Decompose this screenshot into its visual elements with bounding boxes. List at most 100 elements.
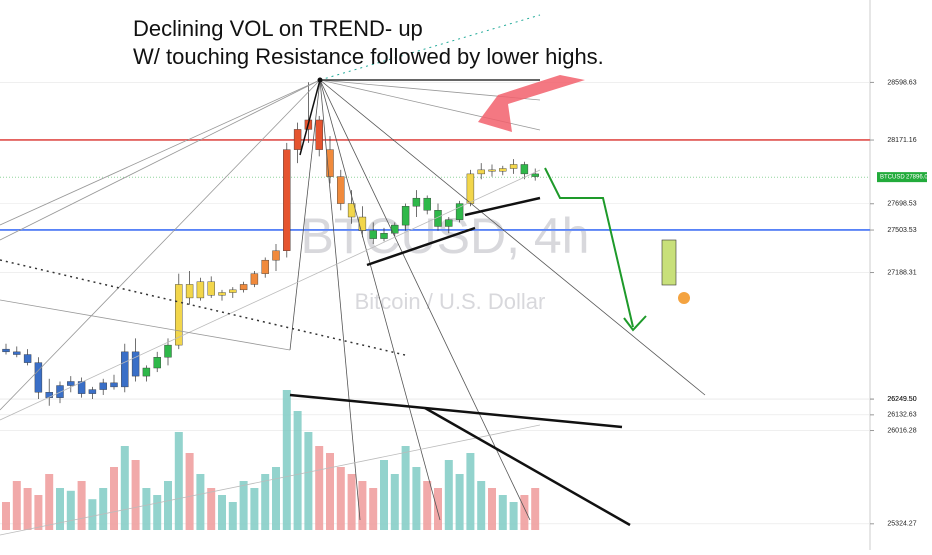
candle-body xyxy=(272,250,280,261)
volume-bar xyxy=(315,446,324,530)
candle-body xyxy=(34,362,43,393)
volume-bar xyxy=(358,481,367,530)
candle-body xyxy=(477,169,485,175)
candle-body xyxy=(153,357,161,369)
candle-body xyxy=(56,385,64,398)
candle-body xyxy=(401,206,410,226)
volume-bar xyxy=(326,453,334,530)
volume-bar xyxy=(45,474,54,530)
last-price-label: 27896.06 xyxy=(906,175,932,181)
candle-body xyxy=(239,284,248,291)
y-tick-label: 26249.50 xyxy=(887,396,916,403)
candle-body xyxy=(326,149,334,177)
candle-body xyxy=(175,284,183,346)
volume-bar xyxy=(110,467,118,530)
candle-body xyxy=(423,197,431,211)
volume-bar xyxy=(347,474,356,530)
candle-body xyxy=(283,149,291,251)
volume-bar xyxy=(369,488,378,530)
candle-body xyxy=(520,164,529,175)
candle-body xyxy=(434,210,442,227)
volume-bar xyxy=(228,502,237,530)
volume-bar xyxy=(77,481,86,530)
candle-body xyxy=(531,173,539,177)
candle-body xyxy=(13,351,21,355)
y-tick-label: 28598.63 xyxy=(887,79,916,86)
volume-bar xyxy=(455,474,464,530)
volume-bar xyxy=(498,495,507,530)
candle-body xyxy=(509,164,518,169)
candle-body xyxy=(45,392,53,398)
candle-body xyxy=(110,382,118,388)
y-tick-label: 27503.53 xyxy=(887,227,916,234)
volume-bar xyxy=(66,490,75,530)
candle-body xyxy=(218,292,226,296)
candle-body xyxy=(499,168,507,172)
y-tick-label: 27698.53 xyxy=(887,201,916,208)
volume-bar xyxy=(434,488,442,530)
volume-bar xyxy=(12,481,21,530)
candle-body xyxy=(347,203,356,218)
candle-body xyxy=(250,273,259,285)
candle-body xyxy=(358,216,367,231)
volume-bar xyxy=(174,432,183,530)
volume-bar xyxy=(56,488,64,530)
watermark-subtitle: Bitcoin / U.S. Dollar xyxy=(355,289,546,314)
candle-body xyxy=(196,281,205,299)
candle-body xyxy=(67,381,75,386)
volume-bar xyxy=(142,488,151,530)
volume-bar xyxy=(488,488,496,530)
candle-body xyxy=(2,348,10,353)
volume-bar xyxy=(477,481,486,530)
last-price-symbol: BTCUSD xyxy=(880,175,905,181)
y-tick-label: 26016.28 xyxy=(887,427,916,434)
volume-bar xyxy=(2,502,10,530)
candle-body xyxy=(445,219,453,227)
volume-bar xyxy=(444,460,453,530)
candle-body xyxy=(142,367,151,377)
last-price-box xyxy=(877,172,927,183)
candle-body xyxy=(77,381,86,394)
volume-bar xyxy=(88,499,97,530)
candle-body xyxy=(315,119,323,150)
volume-bar xyxy=(218,495,226,530)
volume-bar xyxy=(466,453,475,530)
candle-body xyxy=(131,351,140,377)
volume-bar xyxy=(207,488,216,530)
volume-bar xyxy=(380,460,388,530)
volume-bar xyxy=(272,467,280,530)
y-tick-label: 26249.50 xyxy=(887,396,916,403)
volume-bar xyxy=(164,481,172,530)
candle-body xyxy=(121,351,129,388)
candle-body xyxy=(293,129,302,150)
watermark: BTCUSD, 4h xyxy=(301,208,590,264)
volume-bar xyxy=(153,495,162,530)
y-tick-label: 26132.63 xyxy=(887,412,916,419)
volume-bar xyxy=(423,481,432,530)
volume-bar xyxy=(336,467,345,530)
volume-bar xyxy=(509,502,518,530)
volume-bar xyxy=(520,495,529,530)
volume-bar xyxy=(261,474,270,530)
candle-body xyxy=(261,259,269,274)
y-tick-label: 25324.27 xyxy=(887,521,916,528)
candle-body xyxy=(229,289,237,293)
candle-body xyxy=(380,233,388,239)
volume-bar xyxy=(34,495,43,530)
candle-body xyxy=(23,354,32,363)
volume-bar xyxy=(401,446,410,530)
volume-bar xyxy=(131,460,140,530)
drawings xyxy=(0,14,706,536)
y-tick-label: 28171.16 xyxy=(887,137,916,144)
volume-bar xyxy=(185,453,194,530)
candle-body xyxy=(88,389,97,394)
candle-body xyxy=(369,230,377,239)
candle-body xyxy=(466,173,475,204)
volume-bar xyxy=(304,432,313,530)
volume-bar xyxy=(23,488,32,530)
title-line: W/ touching Resistance followed by lower… xyxy=(133,44,604,69)
volume-bar xyxy=(293,411,302,530)
candle-body xyxy=(185,284,194,299)
